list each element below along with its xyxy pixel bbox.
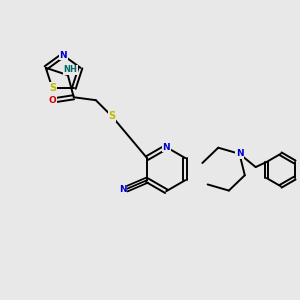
Text: N: N	[162, 142, 170, 152]
Text: O: O	[48, 96, 56, 105]
Text: NH: NH	[63, 65, 77, 74]
Text: N: N	[236, 149, 243, 158]
Text: S: S	[49, 83, 56, 93]
Text: S: S	[109, 111, 116, 122]
Text: N: N	[119, 184, 127, 194]
Text: N: N	[59, 51, 67, 60]
